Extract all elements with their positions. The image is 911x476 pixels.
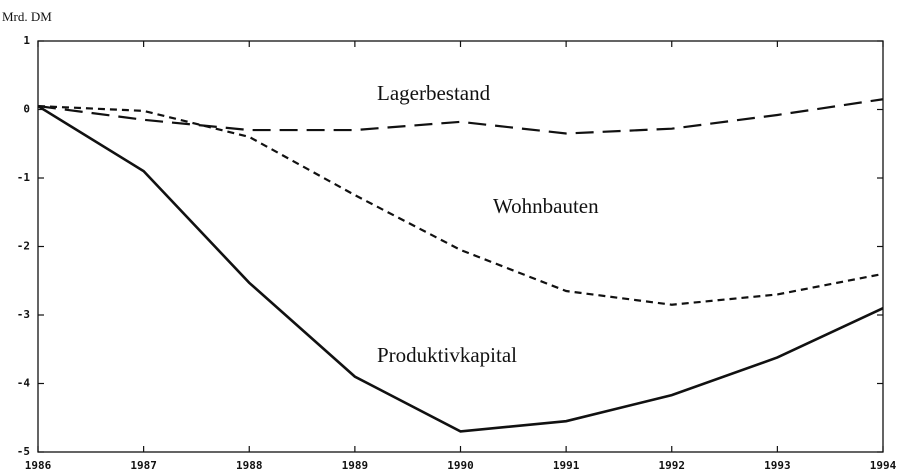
y-tick-label: -3 bbox=[17, 308, 30, 321]
series-line bbox=[37, 104, 884, 306]
x-tick-label: 1989 bbox=[342, 459, 369, 472]
y-tick-label: -1 bbox=[17, 171, 31, 184]
y-tick-label: 1 bbox=[23, 34, 30, 47]
y-axis-label: Mrd. DM bbox=[2, 9, 52, 24]
y-tick-label: -4 bbox=[17, 377, 31, 390]
series-line bbox=[37, 98, 884, 135]
x-tick-label: 1987 bbox=[130, 459, 157, 472]
series-label: Lagerbestand bbox=[377, 81, 491, 105]
x-tick-label: 1993 bbox=[764, 459, 791, 472]
x-tick-label: 1992 bbox=[659, 459, 686, 472]
series-label: Produktivkapital bbox=[377, 343, 517, 367]
x-tick-label: 1986 bbox=[25, 459, 52, 472]
series-label: Wohnbauten bbox=[493, 194, 599, 218]
y-tick-label: -2 bbox=[17, 240, 30, 253]
x-tick-label: 1988 bbox=[236, 459, 263, 472]
x-tick-label: 1994 bbox=[870, 459, 897, 472]
y-tick-label: 0 bbox=[23, 103, 30, 116]
y-tick-label: -5 bbox=[17, 445, 30, 458]
x-tick-label: 1991 bbox=[553, 459, 580, 472]
x-tick-label: 1990 bbox=[447, 459, 474, 472]
series-line bbox=[37, 104, 884, 433]
